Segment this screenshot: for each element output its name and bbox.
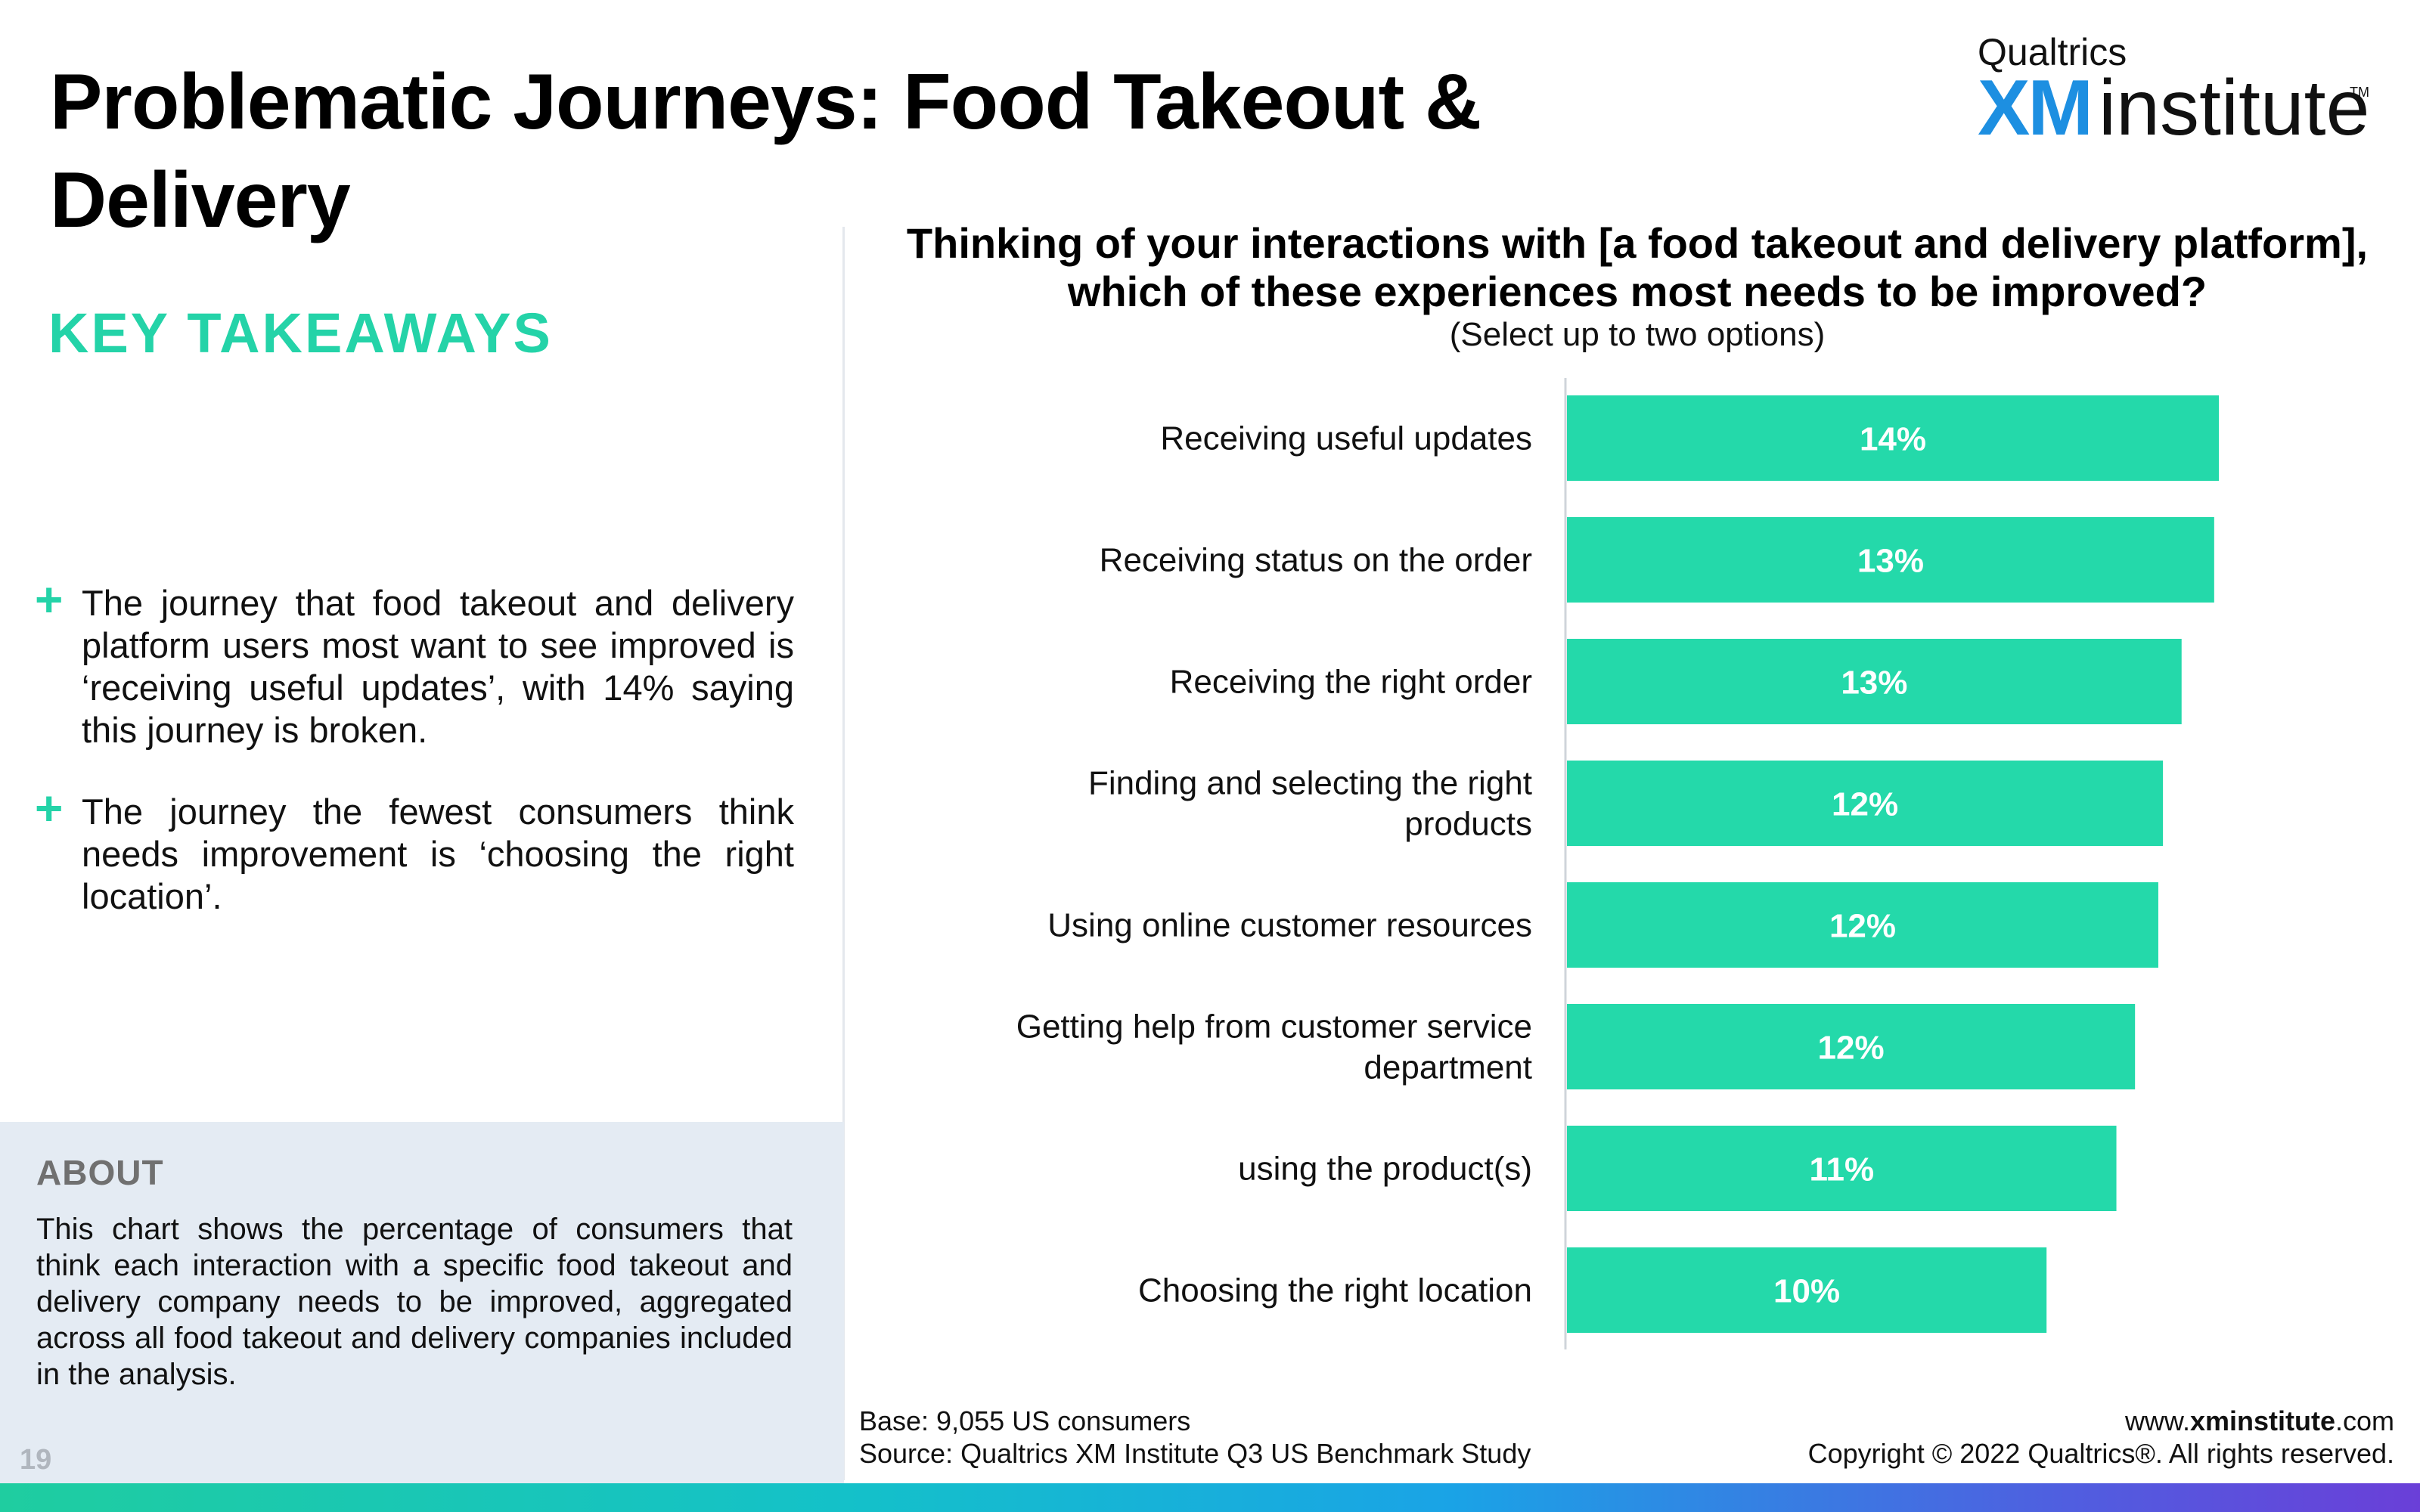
- xm-institute-logo: Qualtrics XM institute TM: [1978, 30, 2371, 151]
- chart-bar: [1567, 1004, 2136, 1089]
- about-panel: ABOUT This chart shows the percentage of…: [0, 1122, 844, 1486]
- chart-bar: [1567, 395, 2219, 481]
- category-label: Receiving status on the order: [1100, 542, 1532, 579]
- footer-copyright-text: Copyright © 2022 Qualtrics®. All rights …: [1807, 1438, 2394, 1469]
- bar-value-label: 14%: [1860, 421, 1926, 458]
- bar-value-label: 12%: [1832, 786, 1898, 823]
- footer-source: Base: 9,055 US consumers Source: Qualtri…: [859, 1405, 1531, 1470]
- chart-bar: [1567, 517, 2214, 603]
- category-label: Using online customer resources: [1047, 907, 1532, 944]
- category-label: Receiving the right order: [1170, 664, 1532, 701]
- logo-trademark: TM: [2350, 85, 2369, 100]
- bar-value-label: 11%: [1809, 1151, 1874, 1188]
- logo-institute-text: institute: [2099, 64, 2370, 152]
- chart-bar: [1567, 1126, 2117, 1211]
- gradient-footer-bar: [0, 1483, 2420, 1512]
- footer-url[interactable]: www.xminstitute.com: [2124, 1405, 2394, 1436]
- category-label: Finding and selecting the right products: [1088, 765, 1532, 843]
- bar-value-label: 12%: [1829, 908, 1896, 945]
- plus-icon: +: [35, 572, 64, 627]
- chart-bar: [1567, 1247, 2047, 1333]
- takeaway-text: The journey that food takeout and delive…: [82, 583, 794, 750]
- category-label: using the product(s): [1238, 1151, 1532, 1188]
- chart-subtitle: (Select up to two options): [1449, 316, 1826, 353]
- plus-icon: +: [35, 781, 64, 835]
- takeaway-item: + The journey that food takeout and deli…: [35, 572, 794, 751]
- bar-value-label: 10%: [1773, 1273, 1840, 1310]
- chart-bar: [1567, 882, 2158, 968]
- chart-bar: [1567, 639, 2182, 724]
- footer-copyright: www.xminstitute.com Copyright © 2022 Qua…: [1808, 1405, 2394, 1470]
- logo-qualtrics-text: Qualtrics: [1978, 31, 2127, 73]
- category-label: Choosing the right location: [1138, 1272, 1532, 1309]
- takeaway-item: + The journey the fewest consumers think…: [35, 781, 794, 918]
- about-text: This chart shows the percentage of consu…: [36, 1213, 793, 1391]
- takeaway-text: The journey the fewest consumers think n…: [82, 792, 794, 916]
- chart-bar: [1567, 761, 2164, 846]
- bar-value-label: 13%: [1841, 665, 1907, 702]
- about-heading: ABOUT: [36, 1153, 164, 1192]
- key-takeaways-heading: KEY TAKEAWAYS: [48, 302, 553, 364]
- footer-base: Base: 9,055 US consumers: [859, 1405, 1191, 1436]
- chart-title: Thinking of your interactions with [a fo…: [906, 219, 2369, 315]
- bar-value-label: 12%: [1818, 1030, 1885, 1067]
- logo-xm-text: XM: [1978, 64, 2093, 152]
- bar-value-label: 13%: [1857, 543, 1924, 580]
- footer-source-text: Source: Qualtrics XM Institute Q3 US Ben…: [859, 1438, 1531, 1469]
- category-label: Receiving useful updates: [1160, 420, 1532, 457]
- page-number: 19: [20, 1444, 52, 1476]
- column-divider: [842, 227, 845, 1480]
- page-title: Problematic Journeys: Food Takeout & Del…: [50, 58, 1481, 244]
- category-label: Getting help from customer service depart…: [1016, 1009, 1532, 1086]
